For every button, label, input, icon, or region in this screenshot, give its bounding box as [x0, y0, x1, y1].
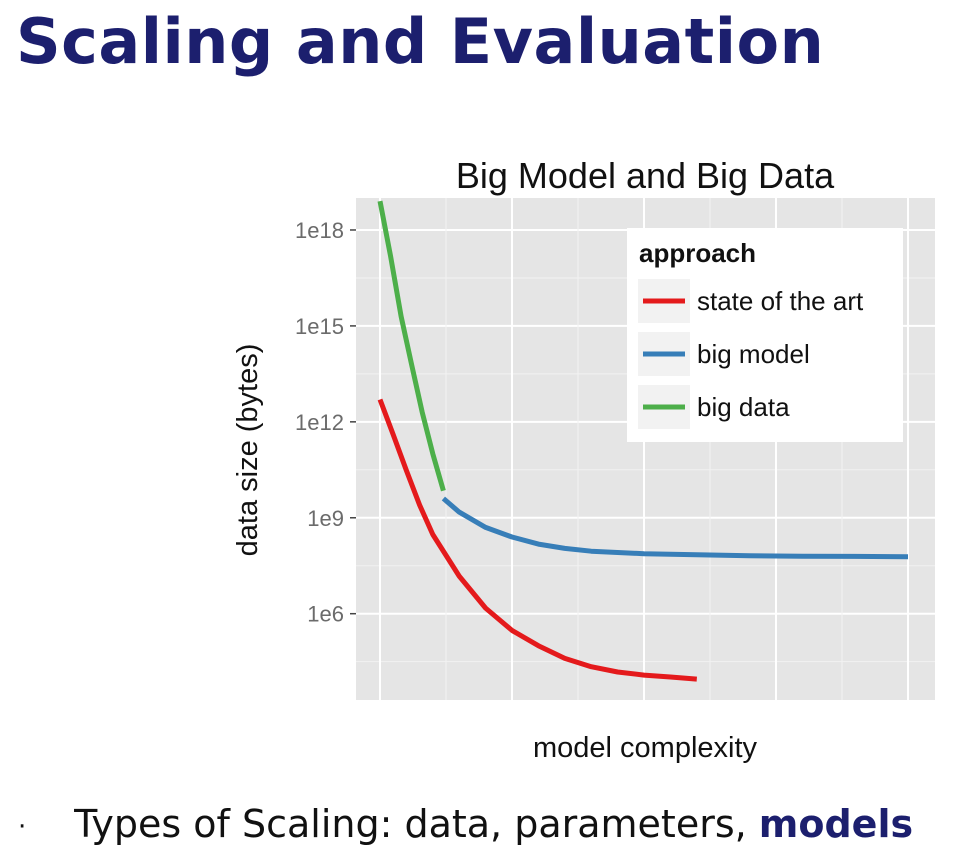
- line-chart: 1e6 1e9 1e12 1e15 1e18 Big Model and Big Dat…: [232, 155, 935, 764]
- legend-label: big model: [697, 339, 810, 369]
- bullet-emphasis: models: [758, 802, 914, 846]
- y-tick-label: 1e18: [295, 218, 344, 243]
- series-lines: [377, 200, 909, 682]
- y-axis-label: data size (bytes): [232, 344, 264, 557]
- slide-title: Scaling and Evaluation: [16, 5, 825, 78]
- series-line: [377, 200, 446, 492]
- legend-items: state of the art big model big data: [638, 279, 864, 429]
- series-line: [441, 496, 909, 560]
- legend-title: approach: [639, 238, 756, 268]
- series-line: [377, 398, 697, 682]
- y-axis: 1e6 1e9 1e12 1e15 1e18: [295, 218, 356, 627]
- y-tick-label: 1e15: [295, 314, 344, 339]
- x-axis-label: model complexity: [533, 732, 758, 764]
- bullet-text: Types of Scaling: data, parameters,: [74, 802, 759, 846]
- legend: approach state of the art big model big da…: [627, 228, 903, 442]
- bullet-point: · Types of Scaling: data, parameters, mo…: [18, 802, 913, 846]
- y-tick-label: 1e12: [295, 410, 344, 435]
- legend-label: state of the art: [697, 286, 864, 316]
- y-tick-label: 1e9: [307, 506, 344, 531]
- y-tick-label: 1e6: [307, 602, 344, 627]
- bullet-dot-icon: ·: [18, 811, 27, 842]
- chart-title: Big Model and Big Data: [456, 155, 835, 196]
- legend-label: big data: [697, 392, 790, 422]
